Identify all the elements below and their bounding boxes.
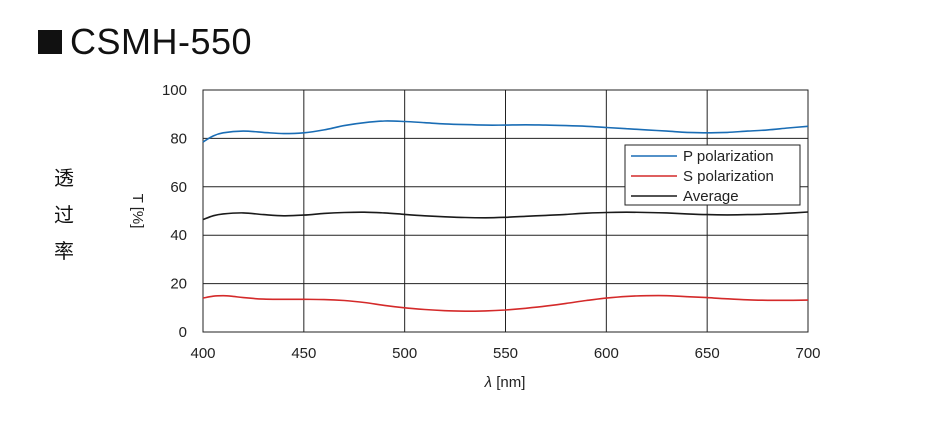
x-tick-label-550: 550	[493, 345, 518, 362]
series-line-2	[202, 211, 809, 221]
x-tick-label-450: 450	[291, 345, 316, 362]
y-tick-label-40: 40	[170, 227, 187, 244]
title-square-icon	[38, 30, 62, 54]
y-tick-label-20: 20	[170, 276, 187, 293]
x-tick-label-700: 700	[795, 345, 820, 362]
side-label-char-3: 率	[54, 239, 74, 263]
legend-label-2: Average	[683, 188, 739, 205]
series-line-0	[202, 120, 809, 143]
plot-frame	[202, 89, 809, 333]
title-text: CSMH-550	[70, 21, 253, 62]
x-tick-label-500: 500	[392, 345, 417, 362]
y-tick-label-80: 80	[170, 130, 187, 147]
y-tick-label-60: 60	[170, 179, 187, 196]
chart-title: CSMH-550	[38, 22, 252, 62]
x-tick-label-650: 650	[695, 345, 720, 362]
y-tick-label-100: 100	[162, 82, 187, 99]
x-tick-label-400: 400	[190, 345, 215, 362]
y-tick-label-0: 0	[179, 324, 187, 341]
side-label-char-1: 透	[54, 166, 74, 190]
x-axis-label: λ [nm]	[484, 374, 526, 391]
x-tick-label-600: 600	[594, 345, 619, 362]
legend-label-1: S polarization	[683, 168, 774, 185]
legend-label-0: P polarization	[683, 148, 774, 165]
side-label-char-2: 过	[54, 203, 74, 227]
legend-box	[624, 144, 801, 206]
series-line-1	[202, 294, 809, 313]
y-axis-label: T [%]	[129, 194, 146, 229]
